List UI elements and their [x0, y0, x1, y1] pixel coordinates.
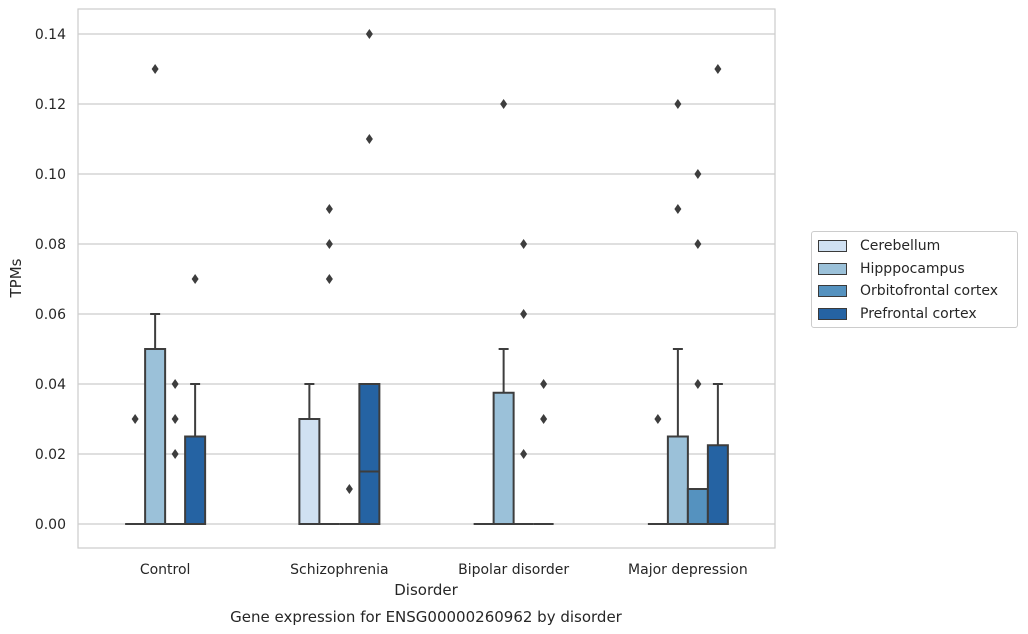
x-tick-label: Bipolar disorder: [458, 562, 569, 578]
box-group: [319, 204, 340, 525]
legend-label: Hipppocampus: [860, 260, 965, 277]
outlier-point: [325, 274, 333, 284]
outlier-point: [520, 239, 528, 249]
legend-label: Orbitofrontal cortex: [860, 283, 998, 300]
outlier-point: [365, 134, 373, 144]
legend-swatch: [818, 307, 847, 320]
tick-labels: 0.00 0.02 0.04 0.06 0.08 0.10 0.12 0.14 Control S…: [35, 27, 748, 578]
y-tick-label: 0.00: [35, 517, 66, 533]
box-body: [666, 435, 689, 525]
outlier-point: [714, 64, 722, 74]
box-body: [686, 488, 709, 525]
box-series: [125, 29, 729, 525]
outlier-point: [191, 274, 199, 284]
y-tick-label: 0.12: [35, 97, 66, 113]
y-tick-label: 0.10: [35, 167, 66, 183]
box-group: [533, 379, 554, 525]
box-group: [165, 379, 186, 525]
plot-frame: [77, 8, 776, 549]
legend-item: Cerebellum: [812, 235, 1017, 258]
box-group: [125, 414, 146, 525]
chart-legend: Cerebellum Hipppocampus Orbitofrontal cort…: [811, 231, 1018, 328]
outlier-point: [520, 449, 528, 459]
box-body: [184, 435, 207, 525]
x-tick-label: Schizophrenia: [290, 562, 388, 578]
outlier-point: [325, 204, 333, 214]
legend-label: Prefrontal cortex: [860, 305, 977, 322]
outlier-point: [694, 169, 702, 179]
outlier-point: [694, 379, 702, 389]
outlier-point: [325, 239, 333, 249]
legend-item: Prefrontal cortex: [812, 303, 1017, 326]
outlier-point: [365, 29, 373, 39]
outlier-point: [654, 414, 662, 424]
x-tick-label: Major depression: [628, 562, 748, 578]
x-tick-label: Control: [140, 562, 191, 578]
box-group: [144, 64, 167, 525]
box-body: [358, 383, 381, 525]
y-tick-label: 0.02: [35, 447, 66, 463]
legend-swatch: [818, 285, 847, 298]
x-axis-label: Disorder: [394, 581, 458, 599]
box-body: [492, 391, 515, 525]
chart-caption: Gene expression for ENSG00000260962 by d…: [230, 608, 623, 626]
box-group: [686, 169, 709, 525]
box-body: [298, 418, 321, 525]
box-group: [706, 64, 729, 525]
y-tick-label: 0.06: [35, 307, 66, 323]
box-group: [647, 414, 668, 525]
legend-swatch: [818, 240, 847, 253]
outlier-point: [674, 204, 682, 214]
box-group: [492, 99, 515, 525]
y-axis-label: TPMs: [7, 258, 25, 298]
outlier-point: [171, 449, 179, 459]
legend-item: Hipppocampus: [812, 258, 1017, 281]
outlier-point: [151, 64, 159, 74]
outlier-point: [345, 484, 353, 494]
y-tick-label: 0.08: [35, 237, 66, 253]
outlier-point: [540, 414, 548, 424]
box-group: [298, 383, 321, 525]
legend-item: Orbitofrontal cortex: [812, 280, 1017, 303]
outlier-point: [131, 414, 139, 424]
y-tick-label: 0.04: [35, 377, 66, 393]
outlier-point: [171, 379, 179, 389]
outlier-point: [500, 99, 508, 109]
box-body: [144, 348, 167, 525]
box-group: [358, 29, 381, 525]
outlier-point: [694, 239, 702, 249]
box-group: [513, 239, 534, 525]
box-body: [706, 444, 729, 525]
outlier-point: [171, 414, 179, 424]
outlier-point: [540, 379, 548, 389]
legend-label: Cerebellum: [860, 238, 941, 255]
outlier-point: [674, 99, 682, 109]
legend-swatch: [818, 262, 847, 275]
box-group: [339, 484, 360, 525]
box-group: [666, 99, 689, 525]
y-tick-label: 0.14: [35, 27, 66, 43]
box-group: [184, 274, 207, 525]
outlier-point: [520, 309, 528, 319]
